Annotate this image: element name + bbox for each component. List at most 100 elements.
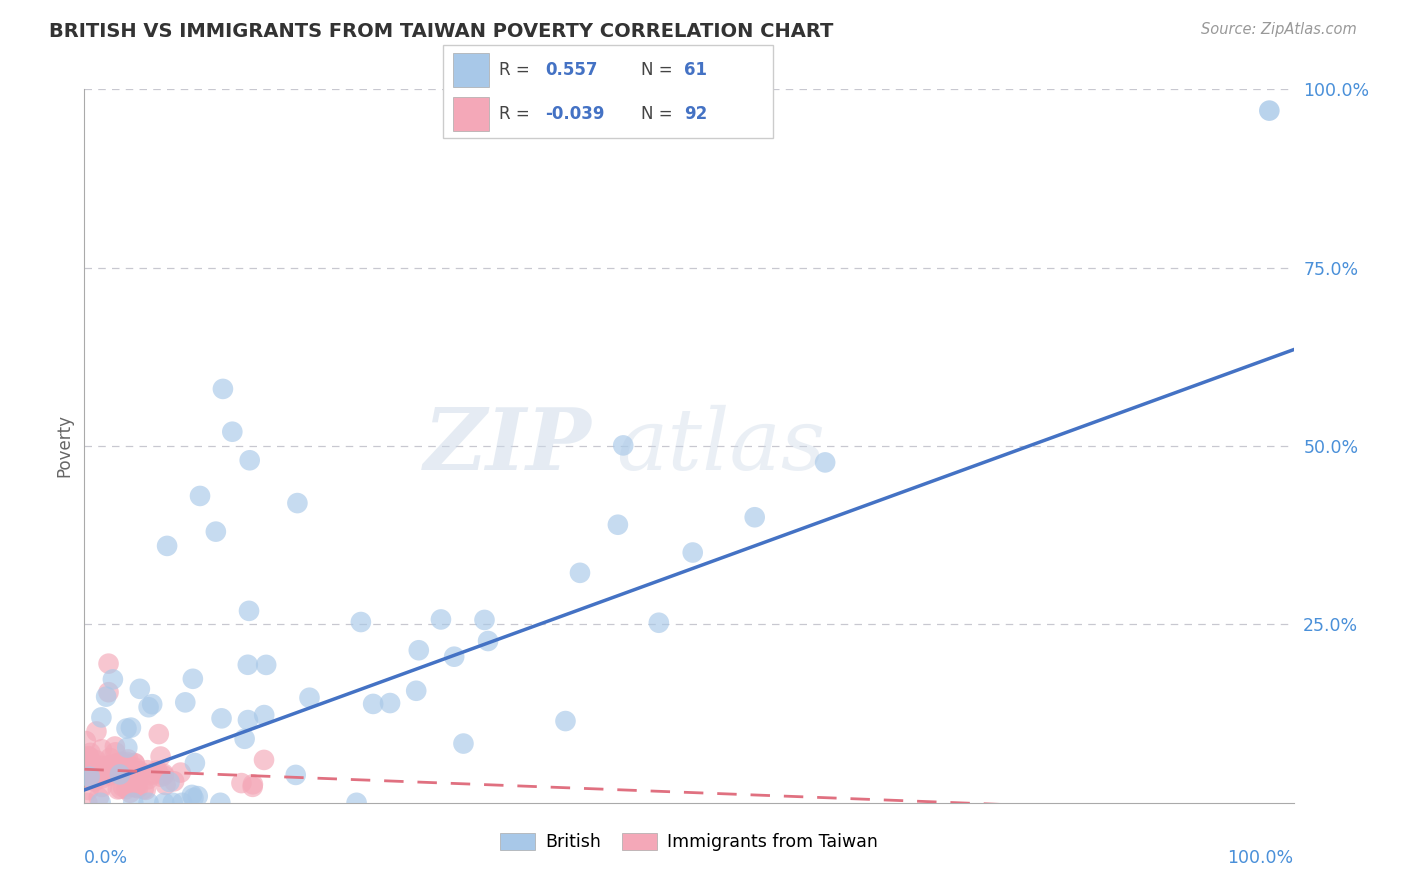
Text: BRITISH VS IMMIGRANTS FROM TAIWAN POVERTY CORRELATION CHART: BRITISH VS IMMIGRANTS FROM TAIWAN POVERT… [49,22,834,41]
Point [110,781,132,796]
Point [146,764,169,778]
Point [107,782,129,797]
Point [221,425,243,439]
Point [94,690,117,704]
Point [76,796,98,810]
Point [75,734,97,748]
Point [111,780,134,794]
Point [98,767,121,781]
Point [90,780,112,794]
Text: atlas: atlas [616,405,825,487]
Point [135,782,157,797]
Point [90,710,112,724]
Point [104,739,127,754]
Point [75,758,97,772]
Point [156,539,179,553]
Point [91,767,114,781]
Text: R =: R = [499,105,530,123]
Point [205,524,228,539]
Point [236,657,259,672]
Text: 0.0%: 0.0% [84,849,128,867]
Point [120,786,142,800]
Point [90,742,112,756]
Text: R =: R = [499,61,530,78]
Text: 100.0%: 100.0% [1227,849,1294,867]
Point [83,774,105,789]
Point [114,760,136,774]
Point [114,772,136,786]
Point [744,510,766,524]
Point [115,782,138,797]
Point [284,768,307,782]
Point [120,780,142,794]
Point [77,749,100,764]
Text: N =: N = [641,61,672,78]
Point [87,790,110,805]
Point [117,752,139,766]
Point [76,772,98,786]
Point [114,772,136,787]
Point [107,760,129,774]
Point [606,517,628,532]
Point [152,766,174,780]
Point [98,751,121,765]
Point [378,696,401,710]
Point [253,753,276,767]
Legend: British, Immigrants from Taiwan: British, Immigrants from Taiwan [494,826,884,858]
Point [162,796,184,810]
Point [90,796,112,810]
Point [122,760,145,774]
Point [181,672,204,686]
Point [124,756,146,770]
Point [141,697,163,711]
Point [125,765,148,780]
Point [231,776,253,790]
Point [212,382,235,396]
Point [132,782,155,797]
Point [115,755,138,769]
Point [115,722,138,736]
Point [405,683,427,698]
Point [682,545,704,559]
Point [120,765,142,780]
Text: 92: 92 [685,105,707,123]
Point [814,455,837,469]
Point [115,768,138,782]
Point [98,758,121,772]
Point [98,769,121,783]
Point [209,796,232,810]
Point [238,604,260,618]
Point [101,673,124,687]
Point [408,643,430,657]
Point [86,724,108,739]
Point [183,791,205,805]
Point [172,796,194,810]
Point [90,772,112,786]
Point [120,721,142,735]
Point [298,690,321,705]
Point [138,700,160,714]
Point [112,758,135,772]
Point [84,764,107,778]
Point [184,756,207,770]
Point [77,765,100,780]
Point [554,714,576,728]
Point [430,612,453,626]
Point [90,758,112,772]
Point [150,770,173,784]
Point [612,438,634,452]
Point [148,727,170,741]
Point [239,453,262,467]
Point [128,764,150,779]
Point [80,764,103,779]
Point [107,756,129,770]
Point [242,777,264,791]
Y-axis label: Poverty: Poverty [55,415,73,477]
Point [76,773,98,788]
Point [75,757,97,772]
Point [477,634,499,648]
Point [124,756,146,771]
Point [187,789,209,804]
Point [100,757,122,772]
Text: ZIP: ZIP [425,404,592,488]
